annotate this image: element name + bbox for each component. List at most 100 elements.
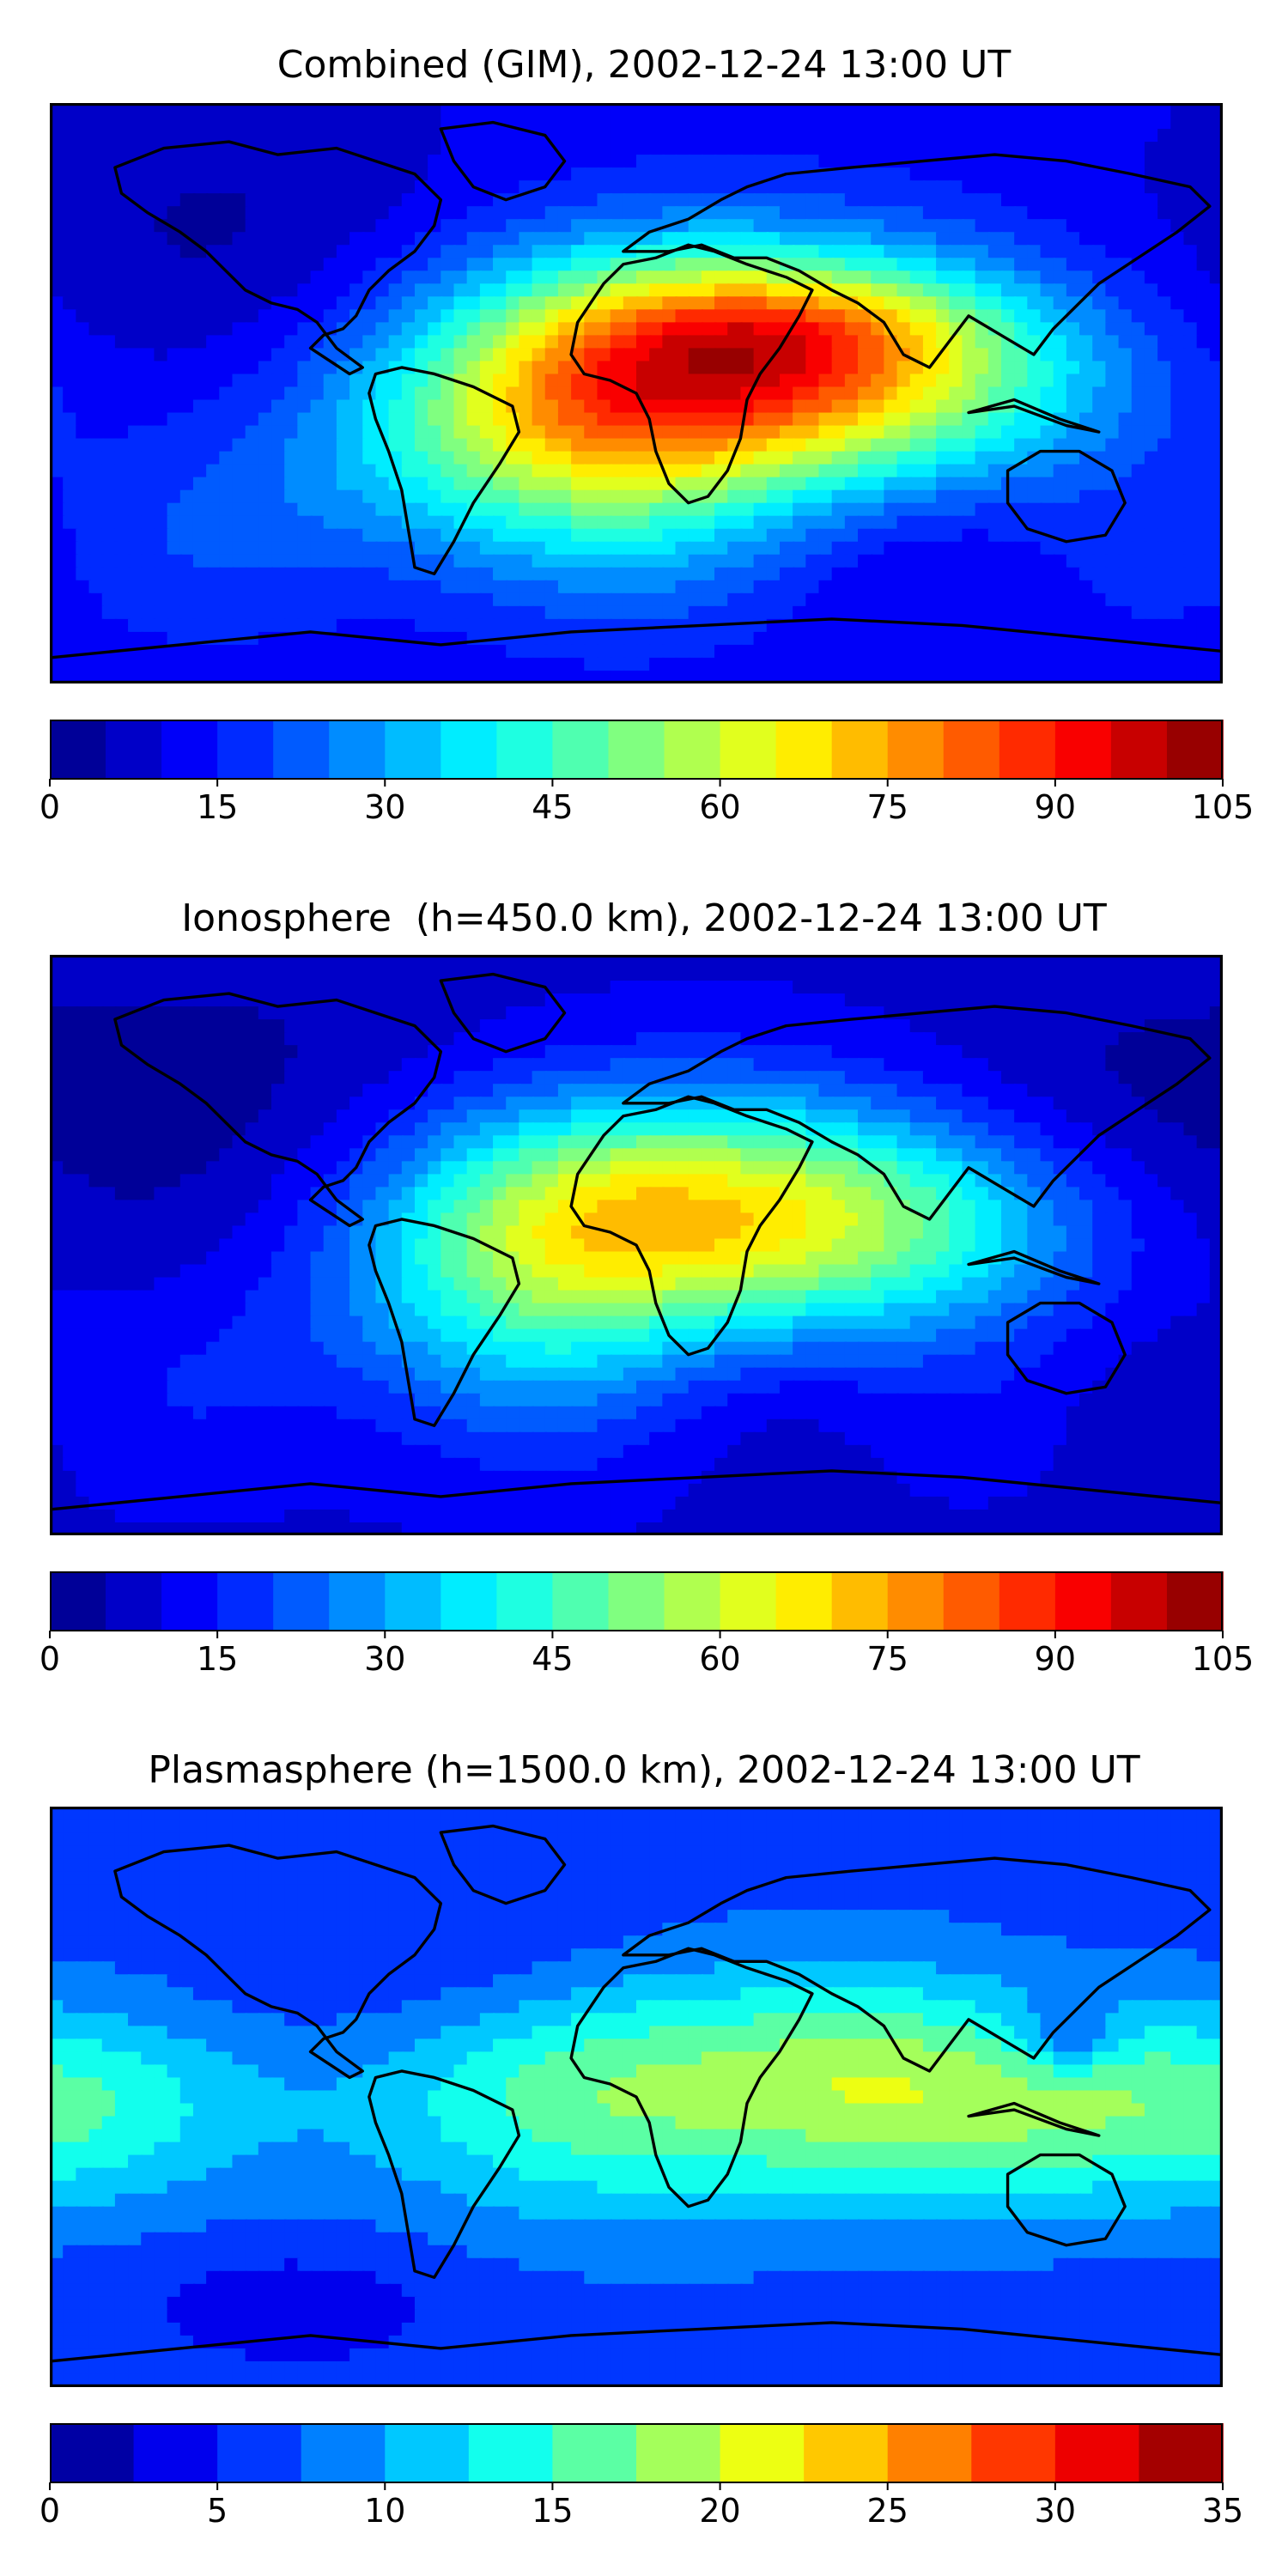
contour-cell xyxy=(128,193,143,209)
contour-cell xyxy=(571,631,586,647)
contour-cell xyxy=(844,116,860,131)
contour-cell xyxy=(479,322,495,337)
contour-cell xyxy=(1014,554,1030,570)
contour-cell xyxy=(1183,335,1199,350)
contour-cell xyxy=(414,541,430,557)
contour-cell xyxy=(323,258,339,273)
contour-cell xyxy=(793,592,808,609)
contour-cell xyxy=(675,657,690,673)
contour-cell xyxy=(258,981,274,996)
contour-cell xyxy=(962,335,977,350)
contour-cell xyxy=(557,657,574,673)
contour-cell xyxy=(440,335,456,350)
contour-cell xyxy=(779,1032,795,1048)
contour-cell xyxy=(232,374,247,389)
contour-cell xyxy=(962,142,977,157)
contour-cell xyxy=(1131,322,1147,337)
contour-cell xyxy=(1014,451,1030,466)
contour-cell xyxy=(206,386,222,402)
contour-cell xyxy=(440,193,456,209)
contour-cell xyxy=(258,955,274,970)
contour-cell xyxy=(1079,258,1095,273)
contour-cell xyxy=(544,283,561,299)
contour-cell xyxy=(753,592,769,609)
contour-cell xyxy=(453,193,469,209)
contour-cell xyxy=(154,232,169,247)
contour-cell xyxy=(805,464,821,479)
contour-cell xyxy=(1040,451,1055,466)
contour-cell xyxy=(623,438,639,453)
contour-cell xyxy=(753,502,769,518)
contour-cell xyxy=(479,644,495,660)
contour-cell xyxy=(740,993,756,1009)
contour-cell xyxy=(297,361,313,376)
contour-cell xyxy=(1079,489,1095,505)
contour-cell xyxy=(232,670,247,683)
contour-cell xyxy=(179,451,196,466)
contour-cell xyxy=(479,528,495,544)
contour-cell xyxy=(245,232,261,247)
contour-cell xyxy=(740,670,756,683)
contour-cell xyxy=(636,489,652,505)
contour-cell xyxy=(922,567,939,583)
contour-cell xyxy=(818,103,834,118)
contour-cell xyxy=(936,451,951,466)
contour-cell xyxy=(271,374,287,389)
contour-cell xyxy=(88,193,104,209)
contour-cell xyxy=(975,554,991,570)
contour-cell xyxy=(1118,580,1134,596)
contour-cell xyxy=(701,103,717,118)
contour-cell xyxy=(936,309,951,325)
contour-cell xyxy=(649,1045,665,1060)
contour-cell xyxy=(1000,412,1017,428)
contour-cell xyxy=(610,425,626,440)
contour-cell xyxy=(375,644,391,660)
contour-cell xyxy=(1157,541,1173,557)
contour-cell xyxy=(219,993,234,1009)
contour-cell xyxy=(714,567,730,583)
contour-cell xyxy=(154,309,169,325)
contour-cell xyxy=(362,1071,378,1086)
contour-cell xyxy=(1183,270,1199,286)
contour-cell xyxy=(649,670,665,683)
contour-cell xyxy=(245,657,261,673)
contour-cell xyxy=(297,605,313,622)
contour-cell xyxy=(805,155,821,170)
contour-cell xyxy=(493,981,508,996)
contour-cell xyxy=(284,618,300,635)
contour-cell xyxy=(1131,968,1147,983)
contour-cell xyxy=(871,489,886,505)
contour-cell xyxy=(936,502,951,518)
contour-cell xyxy=(714,657,730,673)
contour-cell xyxy=(179,657,196,673)
contour-cell xyxy=(805,1006,821,1022)
contour-cell xyxy=(714,1071,730,1086)
contour-cell xyxy=(1000,1019,1017,1035)
contour-cell xyxy=(1144,335,1160,350)
contour-cell xyxy=(1040,438,1055,453)
contour-cell xyxy=(1014,129,1030,144)
contour-cell xyxy=(793,412,808,428)
contour-cell xyxy=(1014,296,1030,312)
contour-cell xyxy=(793,1032,808,1048)
contour-cell xyxy=(271,567,287,583)
contour-cell xyxy=(949,167,964,183)
contour-cell xyxy=(219,386,234,402)
contour-cell xyxy=(284,670,300,683)
contour-cell xyxy=(584,232,599,247)
contour-cell xyxy=(192,193,209,209)
contour-cell xyxy=(688,1006,704,1022)
contour-cell xyxy=(675,180,690,196)
contour-cell xyxy=(623,502,639,518)
contour-cell xyxy=(506,955,521,970)
contour-cell xyxy=(401,592,417,609)
contour-cell xyxy=(871,103,886,118)
contour-cell xyxy=(167,361,183,376)
contour-cell xyxy=(206,955,222,970)
contour-cell xyxy=(936,258,951,273)
contour-cell xyxy=(936,1071,951,1086)
contour-cell xyxy=(727,1006,743,1022)
contour-cell xyxy=(675,322,690,337)
contour-cell xyxy=(128,1032,143,1048)
contour-cell xyxy=(1014,489,1030,505)
